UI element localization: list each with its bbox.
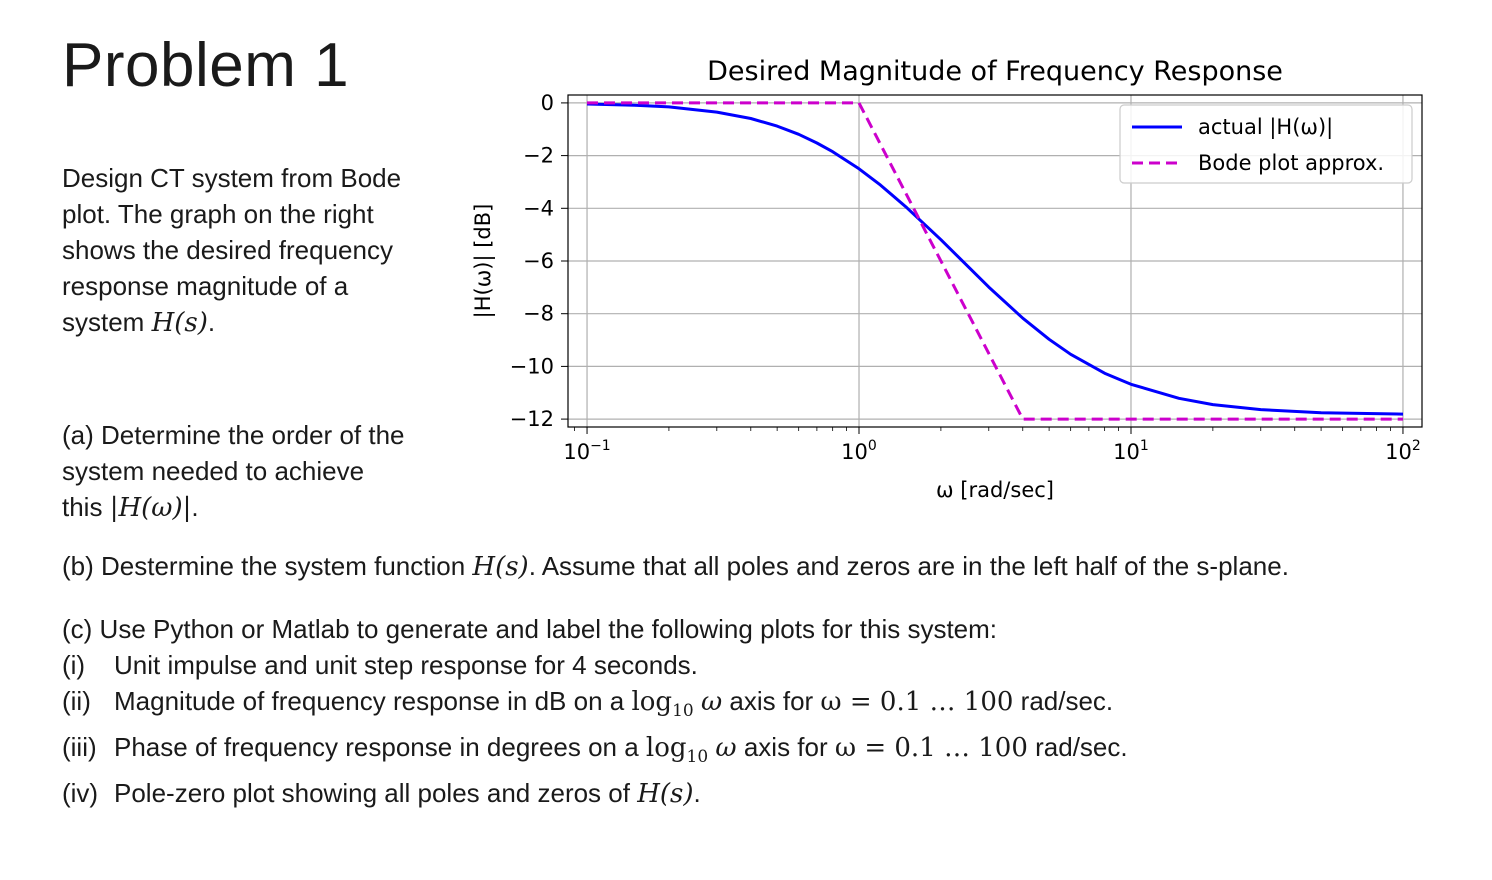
- intro-math: H(s): [151, 308, 208, 338]
- item-number: (iii): [62, 732, 97, 763]
- item-number: (iv): [62, 778, 99, 809]
- item-mid: axis for: [736, 732, 835, 763]
- item-log: log: [645, 733, 687, 764]
- item-number: (i): [62, 650, 86, 680]
- part-a-end: .: [191, 492, 199, 522]
- y-axis-label: |H(ω)| [dB]: [471, 204, 496, 319]
- part-c-item: (i) Unit impulse and unit step response f…: [62, 647, 1128, 683]
- part-c-item: (ii) Magnitude of frequency response in d…: [62, 683, 1128, 729]
- item-log: log: [631, 687, 673, 717]
- part-b-text: (b) Destermine the system function: [62, 551, 473, 581]
- intro-text: Design CT system from Bode plot. The gra…: [62, 163, 402, 337]
- y-tick-label: −2: [523, 144, 554, 168]
- page-title: Problem 1: [62, 31, 350, 100]
- item-text: Phase of frequency response in degrees o…: [114, 732, 646, 763]
- item-mid: axis for: [722, 686, 821, 716]
- item-post: rad/sec.: [1013, 686, 1114, 716]
- x-tick-label: 101: [1113, 438, 1149, 464]
- part-b-math: H(s): [472, 552, 529, 582]
- y-tick-label: 0: [541, 91, 554, 115]
- item-math: H(s): [637, 779, 694, 810]
- part-a-text: (a) Determine the order of the system ne…: [62, 420, 405, 522]
- item-eq: ω = 0.1 … 100: [834, 733, 1028, 764]
- chart-title: Desired Magnitude of Frequency Response: [707, 56, 1283, 87]
- frequency-response-chart: 10−1 100 101 102 0 −2 −4 −6 −8 −10 −12 Desired Magn…: [471, 56, 1423, 502]
- legend-label: Bode plot approx.: [1198, 151, 1384, 175]
- axes-frame: [567, 94, 1423, 428]
- item-post: .: [693, 778, 701, 809]
- item-number: (ii): [62, 686, 91, 716]
- item-text: Pole-zero plot showing all poles and zer…: [114, 778, 638, 809]
- y-tick-label: −10: [510, 354, 554, 378]
- part-b-end: . Assume that all poles and zeros are in…: [528, 551, 1289, 581]
- item-log-sub: 10: [686, 747, 709, 768]
- part-c-section: (c) Use Python or Matlab to generate and…: [62, 611, 1128, 812]
- y-tick-label: −12: [510, 407, 554, 431]
- item-omega: ω: [715, 733, 737, 764]
- part-c-header: (c) Use Python or Matlab to generate and…: [62, 614, 998, 644]
- part-c-item: (iv) Pole-zero plot showing all poles and…: [62, 775, 1128, 812]
- part-a-math: |H(ω)|: [109, 493, 192, 523]
- bode-approx-line: [587, 101, 1403, 421]
- part-c-item: (iii) Phase of frequency response in degr…: [62, 729, 1128, 775]
- item-text: Magnitude of frequency response in dB on…: [114, 686, 632, 716]
- actual-response-line: [586, 102, 1404, 416]
- y-tick-label: −8: [523, 302, 554, 326]
- item-omega: ω: [700, 687, 723, 717]
- part-b-paragraph: (b) Destermine the system function H(s).…: [62, 548, 1289, 585]
- y-tick-label: −4: [523, 196, 554, 220]
- x-tick-label: 10−1: [563, 438, 610, 464]
- intro-end: .: [207, 307, 216, 337]
- x-tick-label: 100: [841, 438, 877, 464]
- x-tick-label: 102: [1385, 438, 1421, 464]
- legend-label: actual |H(ω)|: [1198, 115, 1333, 140]
- item-log-sub: 10: [672, 701, 694, 722]
- item-text: Unit impulse and unit step response for …: [114, 650, 698, 680]
- legend-box: [1119, 104, 1413, 184]
- part-a-paragraph: (a) Determine the order of the system ne…: [62, 417, 407, 526]
- item-post: rad/sec.: [1027, 732, 1128, 763]
- intro-paragraph: Design CT system from Bode plot. The gra…: [62, 160, 407, 341]
- x-axis-label: ω [rad/sec]: [936, 478, 1054, 502]
- item-eq: ω = 0.1 … 100: [820, 687, 1014, 717]
- y-tick-label: −6: [523, 249, 554, 273]
